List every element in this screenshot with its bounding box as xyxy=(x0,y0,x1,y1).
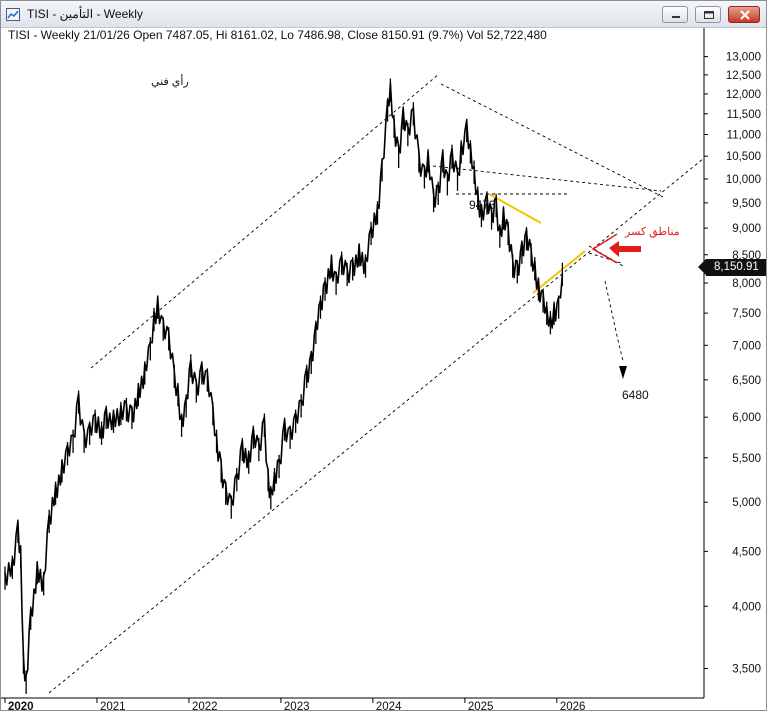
price-chart-canvas[interactable]: 3,500 4,000 4,500 5,000 5,500 6,000 6,500 7,000… xyxy=(1,28,766,710)
y-tick-label: 10,500 xyxy=(726,151,761,163)
break-lines xyxy=(488,193,586,294)
opinion-label: رأي فني xyxy=(151,76,189,88)
lower-channel-line xyxy=(48,157,705,694)
ohlc-info-line: TISI - Weekly 21/01/26 Open 7487.05, Hi … xyxy=(8,28,547,42)
price-line xyxy=(4,82,564,682)
x-tick-label: 2022 xyxy=(192,701,218,710)
y-tick-label: 4,500 xyxy=(732,546,761,558)
close-button[interactable] xyxy=(728,6,760,23)
x-tick-label: 2020 xyxy=(8,701,34,710)
y-tick-label: 9,500 xyxy=(732,198,761,210)
projection-line xyxy=(604,280,624,362)
x-tick-label: 2023 xyxy=(284,701,310,710)
y-axis: 3,500 4,000 4,500 5,000 5,500 6,000 6,500 7,000… xyxy=(703,28,761,698)
minimize-button[interactable] xyxy=(662,6,688,23)
window-title: TISI - التأمين - Weekly xyxy=(27,7,143,21)
y-tick-label: 4,000 xyxy=(732,601,761,613)
trend-lines xyxy=(48,73,705,694)
y-tick-label: 5,500 xyxy=(732,453,761,465)
x-tick-label: 2026 xyxy=(560,701,586,710)
y-tick-label: 8,500 xyxy=(732,250,761,262)
y-tick-label: 12,000 xyxy=(726,89,761,101)
yellow-break-line-1 xyxy=(488,193,542,224)
y-tick-label: 3,500 xyxy=(732,664,761,676)
minimize-icon xyxy=(672,16,680,18)
maximize-button[interactable] xyxy=(695,6,721,23)
break-arrow xyxy=(591,233,641,379)
y-tick-label: 10,000 xyxy=(726,174,761,186)
last-price-badge: 8,150.91 xyxy=(698,259,766,276)
support-level-label: 9473 xyxy=(469,198,496,212)
yellow-break-line-2 xyxy=(532,250,586,294)
y-tick-label: 11,000 xyxy=(727,130,761,142)
x-tick-label: 2025 xyxy=(468,701,494,710)
price-series xyxy=(4,78,564,694)
close-icon xyxy=(740,10,750,20)
title-bar[interactable]: TISI - التأمين - Weekly xyxy=(1,1,766,28)
x-axis: 2020 2021 2022 2023 2024 2025 2026 xyxy=(1,697,704,710)
y-tick-label: 7,500 xyxy=(732,308,761,320)
y-tick-label: 11,500 xyxy=(727,109,761,121)
price-chart[interactable]: 3,500 4,000 4,500 5,000 5,500 6,000 6,500 7,000… xyxy=(1,28,766,710)
y-tick-label: 5,000 xyxy=(732,497,761,509)
y-tick-label: 12,500 xyxy=(726,70,761,82)
break-zones-label: مناطق كسر xyxy=(625,226,680,238)
target-label: 6480 xyxy=(622,388,649,402)
descending-support-line xyxy=(432,165,662,192)
chart-app-icon xyxy=(6,8,20,21)
maximize-icon xyxy=(704,11,714,19)
x-tick-label: 2021 xyxy=(100,701,126,710)
y-tick-label: 13,000 xyxy=(726,52,761,64)
y-tick-label: 6,500 xyxy=(732,375,761,387)
y-tick-label: 7,000 xyxy=(732,340,761,352)
red-arrow-icon xyxy=(609,241,641,257)
y-tick-label: 8,000 xyxy=(732,278,761,290)
y-tick-label: 6,000 xyxy=(732,412,761,424)
y-tick-label: 9,000 xyxy=(732,223,761,235)
x-tick-label: 2024 xyxy=(376,701,402,710)
upper-channel-line xyxy=(90,73,440,369)
target-arrowhead-icon xyxy=(619,366,627,379)
